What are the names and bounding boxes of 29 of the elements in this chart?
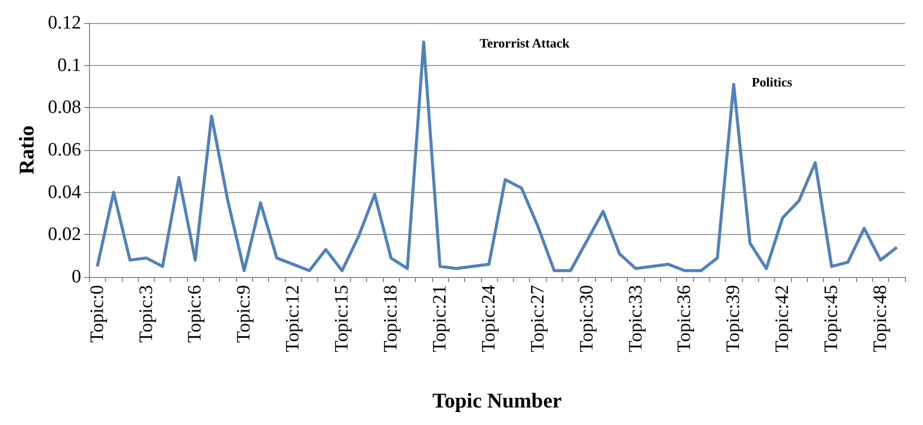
annotation: Terorrist Attack [480, 36, 570, 51]
y-tick-label: 0.08 [48, 97, 82, 118]
line-series [96, 40, 898, 272]
y-tick-label: 0.04 [48, 182, 82, 203]
x-tick-label: Topic:42 [772, 285, 794, 352]
x-tick-label: Topic:0 [86, 285, 108, 343]
x-tick-label: Topic:45 [821, 285, 842, 352]
y-tick-label: 0.1 [57, 54, 82, 76]
x-tick-label: Topic:48 [870, 285, 892, 352]
x-tick-label: Topic:15 [332, 285, 353, 352]
x-tick-label: Topic:18 [380, 285, 402, 352]
x-tick-label: Topic:12 [282, 285, 304, 352]
y-tick-label: 0.06 [48, 140, 82, 160]
x-axis-title: Topic Number [432, 388, 562, 412]
x-tick-label: Topic:39 [723, 285, 744, 352]
y-tick-label: 0.02 [48, 224, 82, 246]
x-tick-label: Topic:33 [625, 285, 646, 352]
x-tick-label: Topic:24 [478, 284, 500, 352]
x-tick-label: Topic:9 [234, 285, 255, 343]
y-tick-label: 0.12 [48, 12, 82, 34]
x-tick-label: Topic:30 [576, 285, 598, 352]
x-tick-label: Topic:36 [674, 285, 696, 352]
annotation: Politics [752, 74, 792, 90]
x-tick-label: Topic:6 [184, 285, 206, 343]
y-axis-title: Ratio [14, 126, 38, 174]
x-tick-label: Topic:21 [429, 285, 450, 352]
y-tick-label: 0 [72, 266, 82, 288]
x-tick-label: Topic:27 [527, 285, 548, 352]
x-tick-label: Topic:3 [136, 285, 157, 343]
